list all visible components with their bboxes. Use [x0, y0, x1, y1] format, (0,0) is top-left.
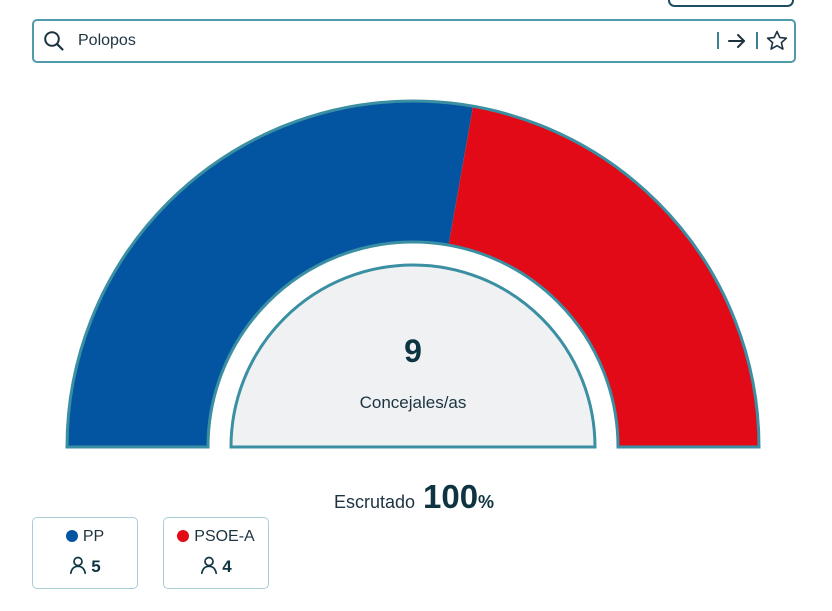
party-name: PSOE-A [194, 528, 255, 545]
scrutiny-status: Escrutado 100% [0, 478, 828, 516]
hemicycle-outline [65, 99, 761, 449]
party-card-psoe-a[interactable]: PSOE-A 4 [163, 517, 269, 589]
separator [756, 32, 758, 49]
arrow-right-icon[interactable] [726, 30, 748, 52]
party-card-pp[interactable]: PP 5 [32, 517, 138, 589]
segment-psoe-a[interactable] [448, 106, 759, 447]
total-seats: 9 [404, 333, 422, 369]
scrutiny-label: Escrutado [333, 492, 415, 512]
inner-semicircle [229, 263, 597, 449]
search-input[interactable] [78, 27, 698, 55]
party-name: PP [82, 528, 105, 545]
party-color-dot [177, 530, 190, 542]
hemicycle-chart: 9 Concejales/as [65, 99, 761, 449]
segment-pp[interactable] [67, 101, 474, 448]
party-color-dot [65, 530, 78, 542]
star-icon[interactable] [765, 29, 789, 53]
person-icon [201, 556, 218, 574]
separator [717, 32, 719, 49]
top-pill-button[interactable] [668, 0, 794, 7]
party-seats: 4 [222, 557, 232, 576]
scrutiny-unit: % [478, 492, 495, 512]
municipality-search-bar [32, 19, 796, 63]
scrutiny-value: 100 [422, 478, 479, 515]
person-icon [70, 556, 87, 574]
party-seats: 5 [91, 557, 101, 576]
total-seats-label: Concejales/as [360, 393, 467, 412]
search-icon[interactable] [43, 30, 65, 52]
